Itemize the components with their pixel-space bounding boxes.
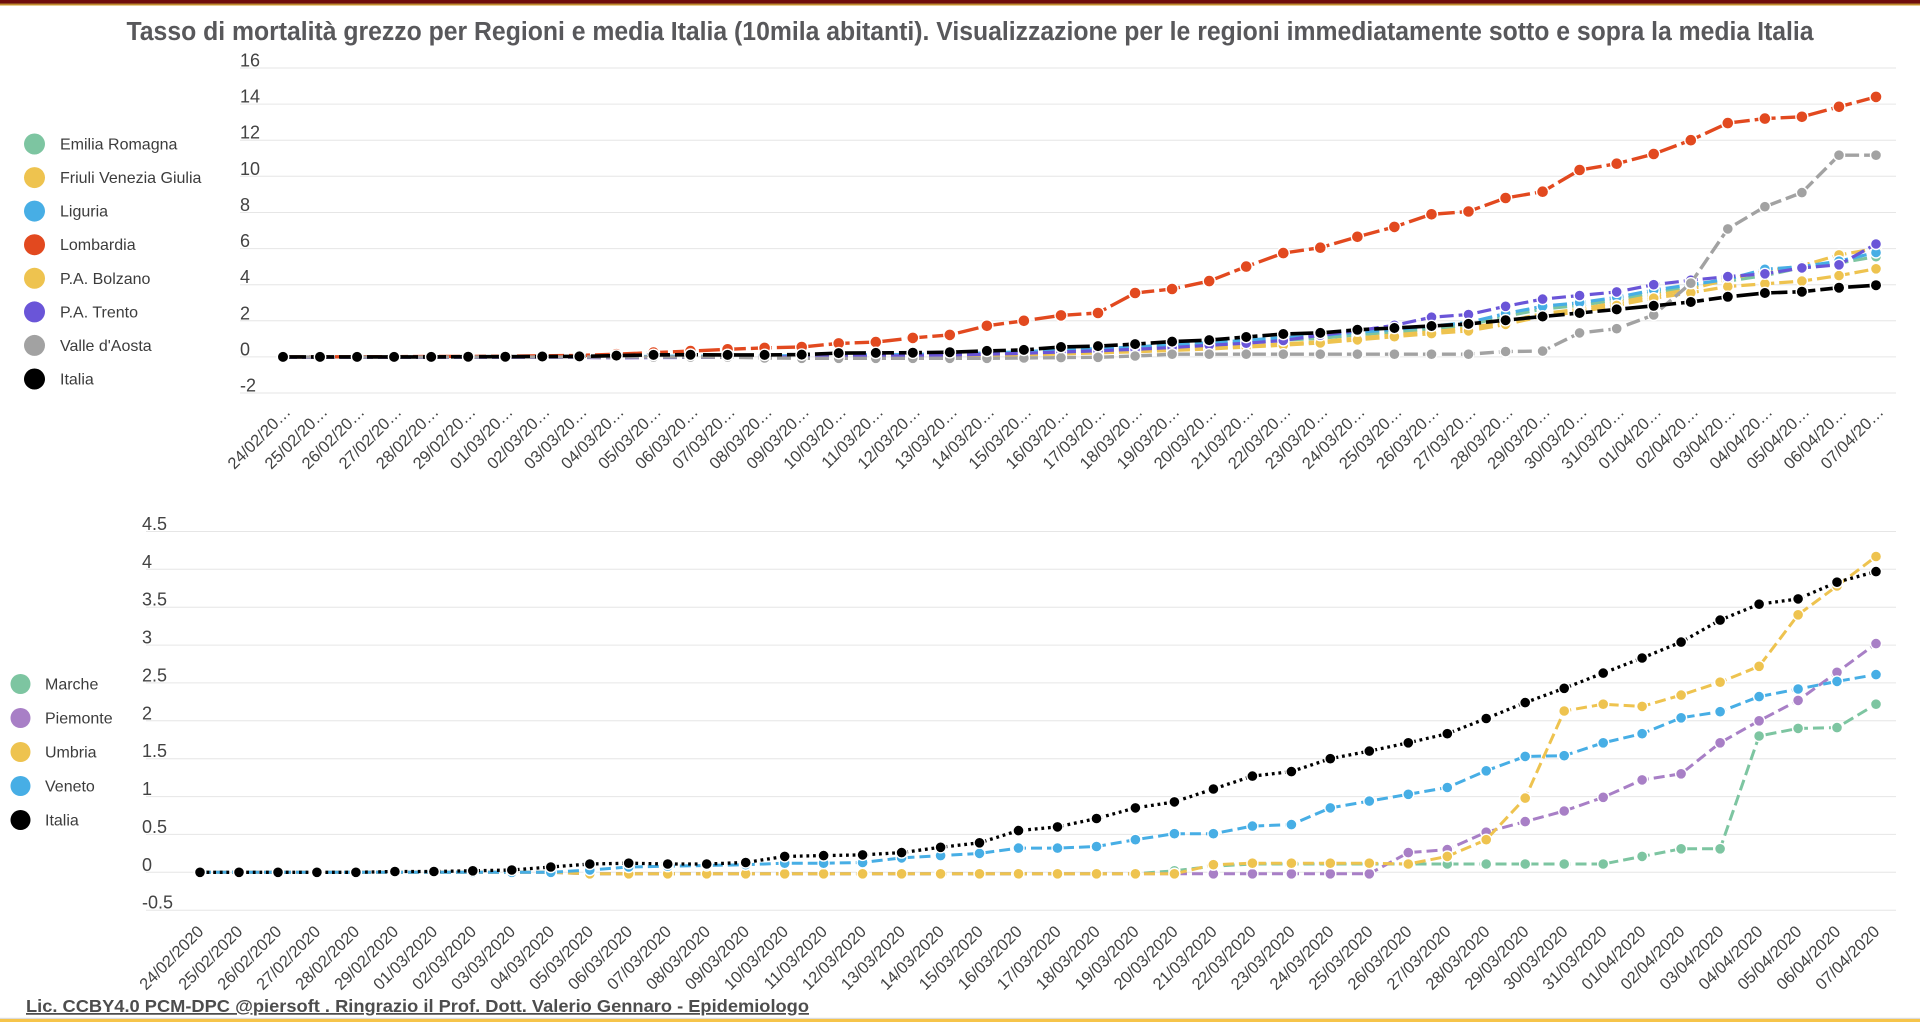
svg-text:Italia: Italia (60, 372, 94, 389)
svg-text:4: 4 (240, 267, 250, 287)
svg-text:Piemonte: Piemonte (45, 711, 113, 728)
svg-text:2.5: 2.5 (142, 665, 167, 685)
svg-text:0.5: 0.5 (142, 817, 167, 837)
svg-text:3: 3 (142, 628, 152, 648)
svg-text:P.A. Trento: P.A. Trento (60, 304, 138, 321)
svg-text:Valle d'Aosta: Valle d'Aosta (60, 338, 152, 355)
svg-text:-2: -2 (240, 376, 256, 396)
svg-text:4: 4 (142, 552, 152, 572)
svg-text:Lic. CCBY4.0 PCM-DPC @piersof: Lic. CCBY4.0 PCM-DPC @piersoft . Ringraz… (26, 996, 809, 1016)
svg-text:0: 0 (240, 339, 250, 359)
svg-text:Friuli Venezia Giulia: Friuli Venezia Giulia (60, 170, 202, 187)
svg-text:16: 16 (240, 51, 260, 71)
svg-text:8: 8 (240, 195, 250, 215)
svg-text:6: 6 (240, 231, 250, 251)
svg-text:0: 0 (142, 855, 152, 875)
svg-text:1: 1 (142, 779, 152, 799)
svg-text:Marche: Marche (45, 677, 98, 694)
svg-text:2: 2 (240, 303, 250, 323)
svg-text:Liguria: Liguria (60, 204, 108, 221)
svg-text:1.5: 1.5 (142, 741, 167, 761)
svg-text:Emilia Romagna: Emilia Romagna (60, 137, 177, 154)
svg-text:4.5: 4.5 (142, 514, 167, 534)
svg-text:2: 2 (142, 703, 152, 723)
svg-text:Tasso di mortalità grezzo per: Tasso di mortalità grezzo per Regioni e … (127, 18, 1815, 46)
svg-text:Veneto: Veneto (45, 779, 95, 796)
svg-text:12: 12 (240, 123, 260, 143)
svg-text:P.A. Bolzano: P.A. Bolzano (60, 271, 151, 288)
svg-text:14: 14 (240, 87, 260, 107)
svg-text:Italia: Italia (45, 813, 79, 830)
svg-text:3.5: 3.5 (142, 590, 167, 610)
svg-text:10: 10 (240, 159, 260, 179)
svg-text:-0.5: -0.5 (142, 893, 173, 913)
svg-text:Lombardia: Lombardia (60, 237, 136, 254)
svg-text:Umbria: Umbria (45, 745, 97, 762)
